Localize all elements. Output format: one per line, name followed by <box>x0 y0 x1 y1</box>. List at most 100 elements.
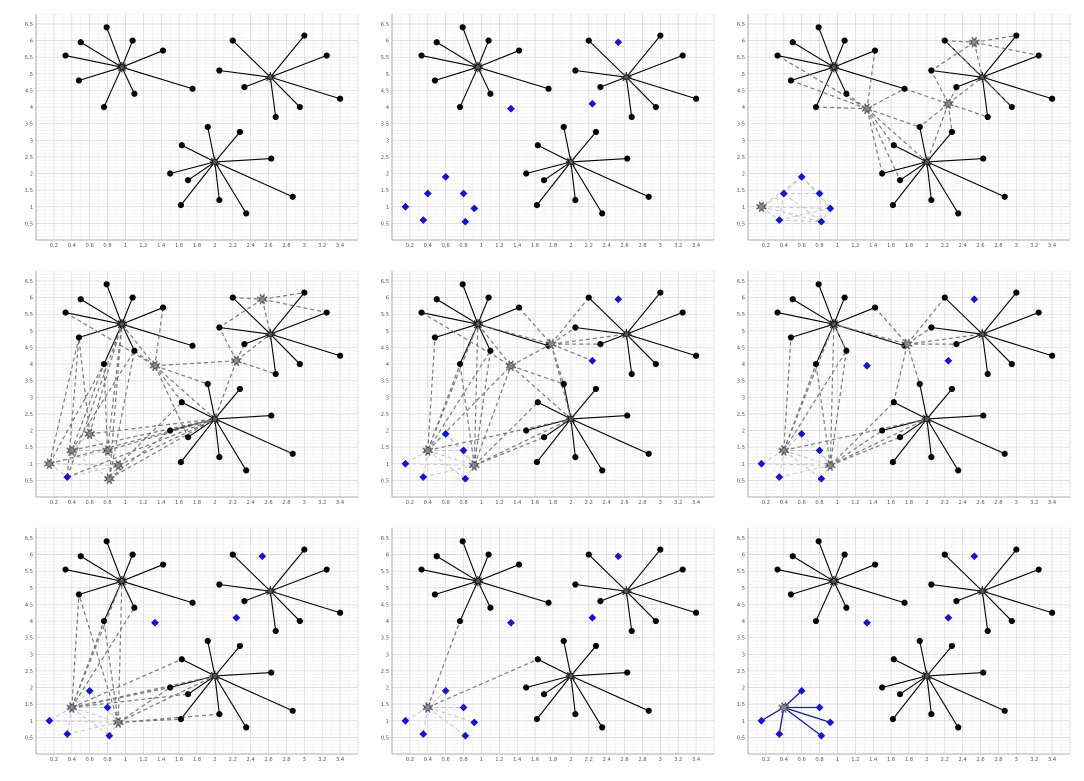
hub-core <box>979 74 986 81</box>
dashed-edge <box>71 418 216 452</box>
star-edge <box>815 580 835 622</box>
star-edge <box>982 333 1053 357</box>
highlight-marker <box>422 702 434 713</box>
leaf-node <box>204 380 211 388</box>
star-edge <box>981 292 1017 335</box>
hub-node <box>209 670 221 682</box>
star-edge <box>626 55 683 78</box>
x-tick-label: 2 <box>213 757 216 763</box>
y-tick-label: 4.5 <box>25 88 33 94</box>
y-tick-label: 5 <box>742 586 745 592</box>
y-tick-label: 2.5 <box>381 412 389 418</box>
dashed-edge <box>906 327 932 345</box>
leaf-node <box>657 289 664 296</box>
dashed-edge <box>71 350 135 451</box>
y-tick-label: 1 <box>386 462 389 468</box>
y-tick-label: 3.5 <box>737 636 745 642</box>
leaf-node <box>948 642 956 650</box>
hub-core <box>267 588 274 595</box>
x-tick-label: 2.4 <box>247 243 256 249</box>
leaf-node <box>540 177 548 184</box>
leaf-node <box>103 538 110 545</box>
blue-node <box>826 204 835 213</box>
leaf-node <box>693 609 700 616</box>
star-edge <box>106 284 123 325</box>
leaf-node <box>941 551 948 558</box>
star-edge <box>600 76 627 88</box>
star-edge <box>181 401 216 420</box>
leaf-node <box>515 561 523 568</box>
y-tick-label: 6 <box>386 296 389 302</box>
y-tick-label: 3 <box>386 138 389 144</box>
blue-node <box>815 446 824 455</box>
x-tick-label: 1.8 <box>193 500 201 506</box>
x-tick-label: 1.4 <box>869 757 878 763</box>
star-edge <box>477 66 549 90</box>
light-dashed-edge <box>427 449 475 466</box>
x-tick-label: 0.8 <box>459 500 467 506</box>
highlight-marker <box>84 428 96 440</box>
highlight-marker <box>103 473 115 485</box>
star-edge <box>269 35 305 78</box>
leaf-node <box>928 324 935 331</box>
highlight-marker <box>756 201 767 213</box>
star-edge <box>931 326 983 335</box>
star-edge <box>270 312 327 335</box>
star-edge <box>833 297 846 325</box>
x-tick-label: 0.2 <box>762 757 770 763</box>
star-edge <box>833 580 847 608</box>
star-edge <box>434 580 479 595</box>
grid <box>35 527 359 755</box>
leaf-node <box>177 459 184 466</box>
star-edge <box>926 675 1005 712</box>
star-edge <box>882 161 928 175</box>
x-tick-label: 3 <box>659 757 662 763</box>
marker-core <box>425 705 431 710</box>
light-dashed-edge <box>49 707 73 722</box>
leaf-node <box>418 309 425 316</box>
leaf-node <box>679 309 686 316</box>
star-edge <box>207 640 216 677</box>
leaf-node <box>652 360 659 368</box>
star-edge <box>214 388 241 420</box>
leaf-node <box>896 691 904 698</box>
star-edge <box>892 675 928 720</box>
hub-node <box>265 71 276 83</box>
highlight-marker <box>112 460 124 471</box>
leaf-node <box>890 142 897 149</box>
x-tick-label: 0.2 <box>50 243 58 249</box>
blue-node <box>779 189 788 198</box>
y-tick-label: 6.5 <box>25 279 33 285</box>
x-tick-label: 2.4 <box>603 500 612 506</box>
y-tick-label: 4 <box>30 105 34 111</box>
blue-node <box>757 716 766 725</box>
blue-node <box>461 731 470 740</box>
star-edge <box>421 55 478 68</box>
x-tick-label: 3.4 <box>1048 500 1057 506</box>
y-tick-label: 5.5 <box>737 569 745 575</box>
star-edge <box>462 284 479 325</box>
x-tick-label: 1.6 <box>887 500 895 506</box>
star-edge <box>214 161 220 201</box>
y-tick-label: 1.5 <box>381 188 389 194</box>
hub-node <box>977 71 988 83</box>
dashed-edge <box>907 333 983 345</box>
y-tick-label: 6.5 <box>737 22 745 28</box>
dashed-edge <box>427 365 512 451</box>
x-tick-label: 0.4 <box>68 243 77 249</box>
y-tick-label: 4 <box>386 105 390 111</box>
x-tick-label: 2 <box>925 243 928 249</box>
hub-core <box>830 321 837 328</box>
x-tick-label: 1.6 <box>175 500 183 506</box>
blue-node <box>441 686 450 695</box>
star-edge <box>214 675 293 712</box>
leaf-node <box>889 459 897 466</box>
y-tick-label: 6 <box>30 39 33 45</box>
hub-core <box>474 64 481 71</box>
leaf-node <box>289 707 296 714</box>
dashed-edge <box>427 620 461 708</box>
leaf-node <box>1049 95 1056 102</box>
leaf-node <box>560 123 567 131</box>
highlight-marker <box>149 360 161 372</box>
